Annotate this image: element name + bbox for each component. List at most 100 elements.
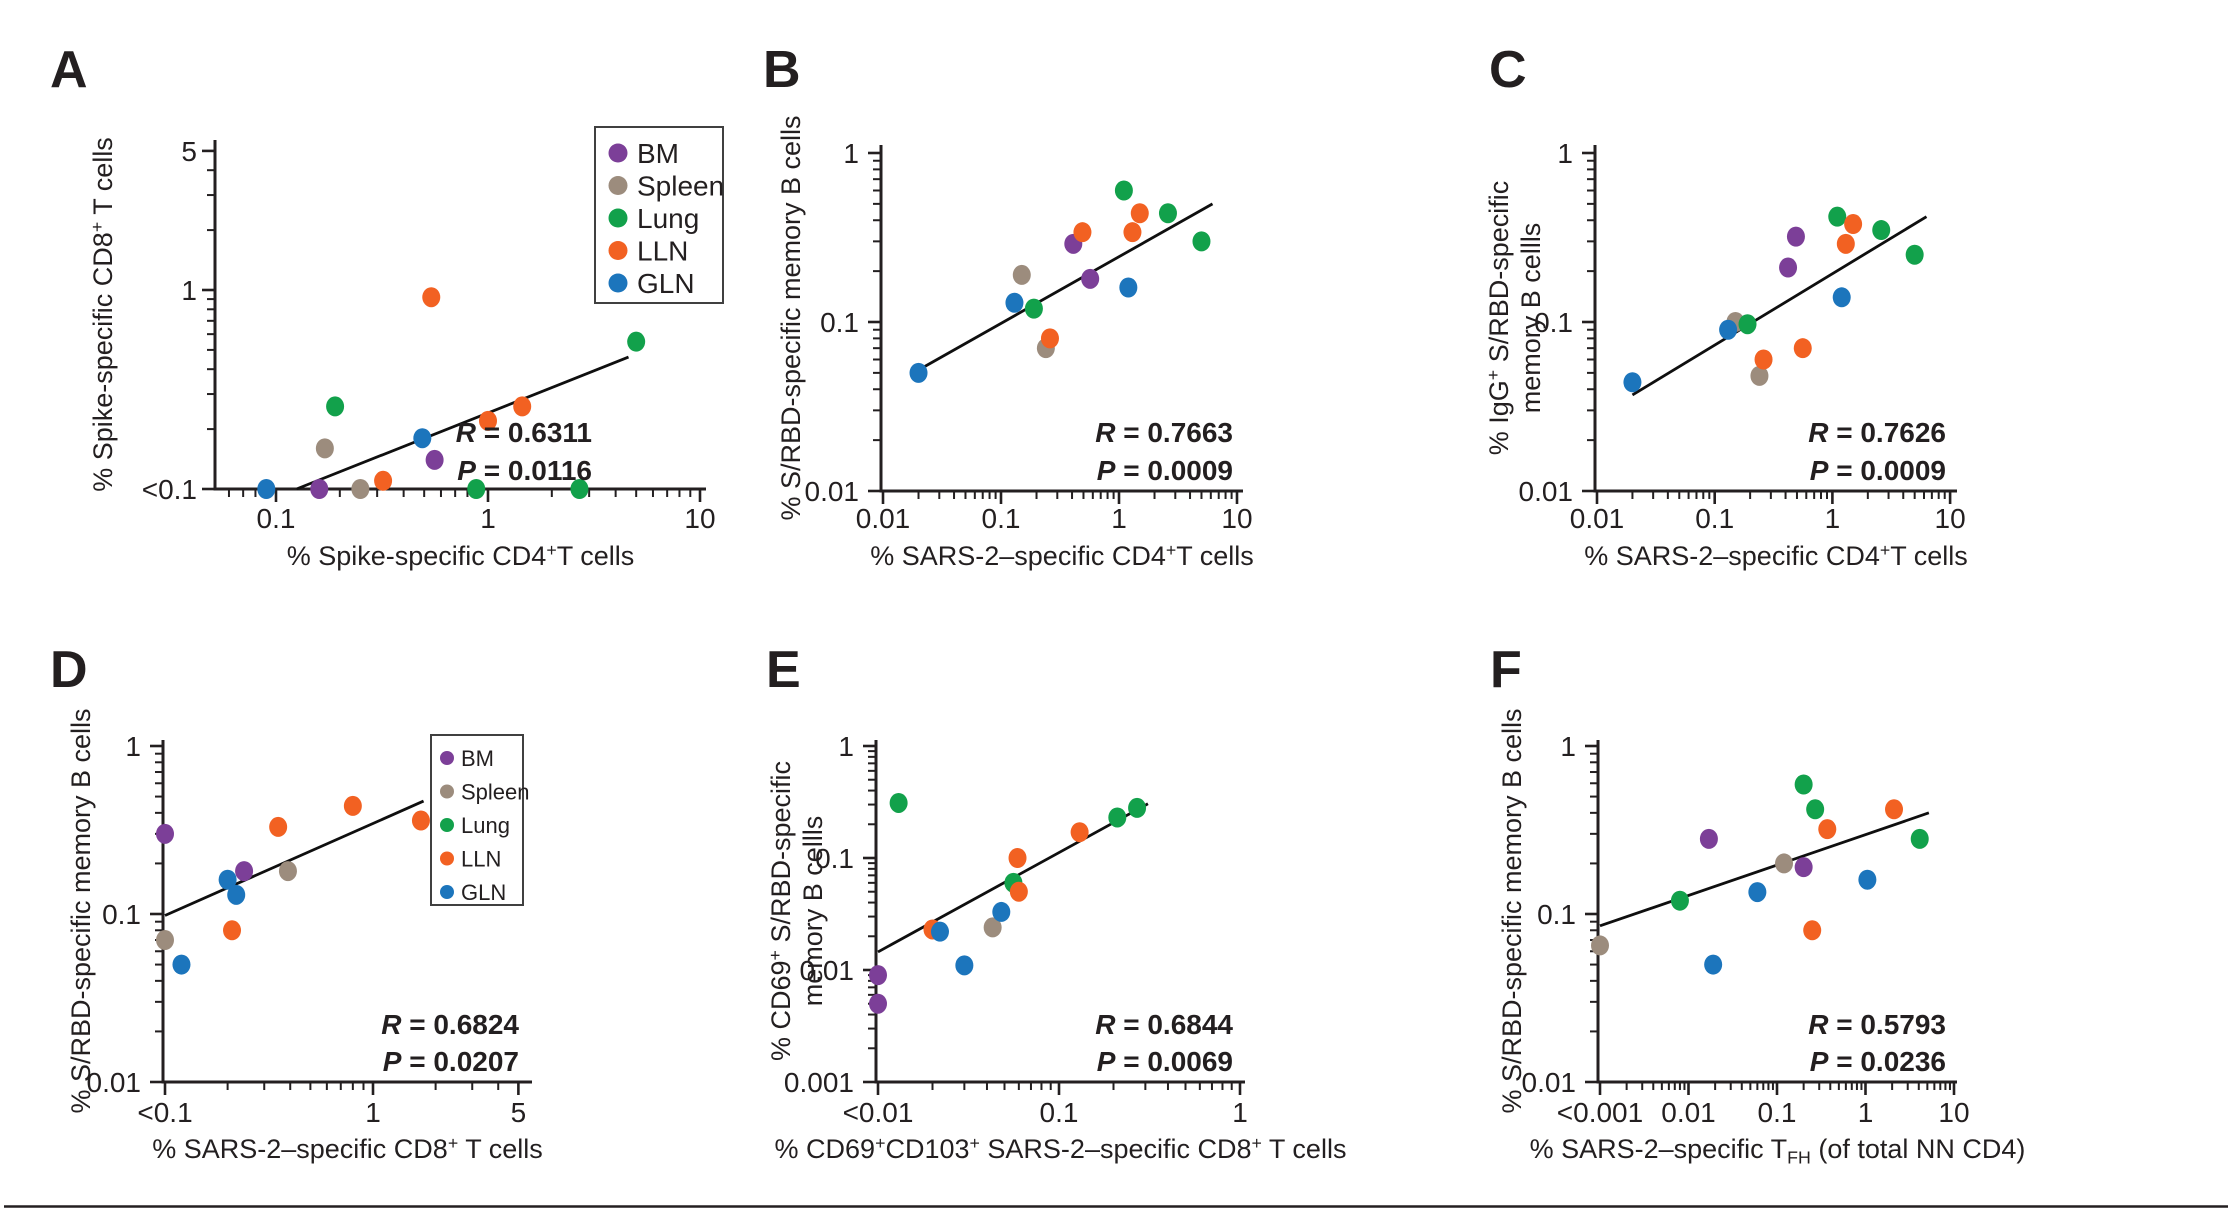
data-point-lung bbox=[889, 792, 908, 813]
x-tick-label: 0.01 bbox=[1570, 503, 1625, 534]
y-axis-label: % IgG+ S/RBD-specific bbox=[1483, 181, 1514, 455]
data-point-lln bbox=[1008, 848, 1027, 868]
x-tick-label: 10 bbox=[1938, 1097, 1969, 1128]
x-axis-label: % SARS-2–specific CD4+T cells bbox=[1584, 540, 1968, 571]
panel-label-a: A bbox=[50, 41, 88, 99]
panel-label-c: C bbox=[1489, 41, 1527, 99]
data-point-lln bbox=[1040, 328, 1059, 349]
data-point-bm bbox=[869, 965, 887, 986]
legend-dot-spleen bbox=[440, 784, 454, 799]
trend-line bbox=[917, 202, 1214, 372]
data-point-bm bbox=[1779, 257, 1798, 278]
y-tick-label: <0.1 bbox=[142, 474, 197, 505]
stat-p: P = 0.0069 bbox=[1097, 1046, 1233, 1077]
legend-label-spleen: Spleen bbox=[461, 779, 530, 804]
y-axis-label: memory B cellls bbox=[1516, 223, 1546, 414]
data-point-gln bbox=[1832, 287, 1851, 308]
data-point-spleen bbox=[983, 917, 1002, 938]
data-point-spleen bbox=[156, 930, 174, 951]
data-point-lung bbox=[1794, 774, 1813, 795]
x-tick-label: 5 bbox=[511, 1097, 527, 1128]
data-point-lung bbox=[326, 396, 345, 417]
legend-dot-spleen bbox=[608, 176, 628, 195]
y-axis-label: % CD69+ S/RBD-specific bbox=[765, 761, 796, 1061]
trend-line bbox=[1631, 215, 1928, 397]
data-point-spleen bbox=[1750, 365, 1769, 386]
y-axis-label: memory B cellls bbox=[798, 816, 828, 1007]
data-point-lln bbox=[223, 920, 242, 941]
legend-dot-lung bbox=[608, 208, 628, 228]
x-tick-label: <0.001 bbox=[1557, 1097, 1643, 1128]
data-point-gln bbox=[1748, 882, 1767, 903]
data-point-lung bbox=[1158, 203, 1177, 224]
data-point-lung bbox=[1670, 890, 1689, 911]
x-tick-label: <0.01 bbox=[843, 1097, 914, 1128]
data-point-lln bbox=[1803, 920, 1822, 941]
data-point-lln bbox=[269, 816, 288, 837]
panel-C: 0.01 0.1 1 10 1 0.1 0.01 % SARS-2–specific CD4+… bbox=[1483, 138, 1968, 571]
legend-label-lln: LLN bbox=[637, 236, 688, 267]
data-point-lung bbox=[1738, 314, 1757, 335]
x-tick-label: 1 bbox=[1111, 503, 1127, 534]
y-tick-label: 0.1 bbox=[820, 307, 859, 338]
y-tick-label: 0.01 bbox=[1522, 1067, 1577, 1098]
data-point-gln bbox=[227, 884, 246, 905]
data-point-gln bbox=[1623, 372, 1642, 393]
stat-r: R = 0.5793 bbox=[1808, 1009, 1946, 1040]
data-point-gln bbox=[172, 954, 191, 975]
y-axis-label: % S/RBD-specific memory B cells bbox=[776, 115, 806, 520]
data-point-lung bbox=[1128, 797, 1147, 818]
y-tick-label: 1 bbox=[838, 731, 854, 762]
x-tick-label: 0.01 bbox=[856, 503, 911, 534]
data-point-bm bbox=[156, 823, 174, 844]
data-point-lung bbox=[1806, 799, 1825, 820]
data-point-bm bbox=[1786, 226, 1805, 247]
x-axis-label: % Spike-specific CD4+T cells bbox=[287, 540, 635, 571]
stat-p: P = 0.0207 bbox=[383, 1046, 519, 1077]
legend-dot-bm bbox=[440, 751, 454, 765]
y-tick-label: 0.1 bbox=[1534, 307, 1573, 338]
x-tick-label: <0.1 bbox=[137, 1097, 192, 1128]
legend-label-lln: LLN bbox=[461, 846, 501, 871]
x-axis-label: % CD69+CD103+ SARS-2–specific CD8+ T cel… bbox=[775, 1133, 1347, 1164]
data-point-lln bbox=[479, 410, 497, 431]
y-tick-label: 1 bbox=[125, 731, 141, 762]
x-tick-label: 1 bbox=[1858, 1097, 1874, 1128]
data-point-lln bbox=[1070, 822, 1089, 843]
legend-dot-gln bbox=[608, 273, 628, 293]
data-point-spleen bbox=[351, 479, 370, 499]
data-point-gln bbox=[257, 479, 276, 499]
y-axis-label: % S/RBD-specific memory B cells bbox=[66, 708, 96, 1113]
data-point-lung bbox=[1872, 220, 1891, 241]
y-tick-label: 1 bbox=[181, 275, 197, 306]
trend-line bbox=[164, 799, 425, 917]
x-tick-label: 10 bbox=[684, 503, 715, 534]
y-tick-label: 0.1 bbox=[102, 899, 141, 930]
data-point-lln bbox=[1130, 203, 1149, 224]
data-point-lln bbox=[1009, 881, 1028, 902]
data-point-gln bbox=[992, 901, 1011, 922]
stat-r: R = 0.7663 bbox=[1095, 417, 1233, 448]
data-point-lln bbox=[374, 470, 393, 491]
legend-label-bm: BM bbox=[461, 746, 494, 771]
x-tick-label: 0.1 bbox=[1758, 1097, 1797, 1128]
legend-dot-gln bbox=[440, 885, 454, 899]
data-point-lln bbox=[1844, 214, 1863, 235]
y-tick-label: 0.1 bbox=[1537, 899, 1576, 930]
panel-B: 0.01 0.1 1 10 1 0.1 0.01 % SARS-2–specific CD4+… bbox=[776, 115, 1254, 571]
panel-E: <0.01 0.1 1 1 0.1 0.01 0.001 % CD69+CD103+ SARS… bbox=[765, 731, 1347, 1164]
data-point-lln bbox=[411, 810, 430, 831]
y-tick-label: 1 bbox=[1557, 138, 1573, 169]
y-tick-label: 1 bbox=[843, 138, 859, 169]
data-point-spleen bbox=[1012, 264, 1031, 285]
x-tick-label: 1 bbox=[365, 1097, 381, 1128]
panel-D: <0.1 1 5 1 0.1 0.01 % SARS-2–specific CD8+ T c… bbox=[66, 708, 543, 1164]
data-point-lln bbox=[343, 795, 362, 816]
data-point-lln bbox=[1793, 338, 1812, 359]
y-tick-label: 0.01 bbox=[805, 476, 860, 507]
legend-dot-lln bbox=[608, 241, 628, 260]
data-point-gln bbox=[1005, 292, 1024, 313]
trend-line bbox=[1599, 811, 1930, 928]
